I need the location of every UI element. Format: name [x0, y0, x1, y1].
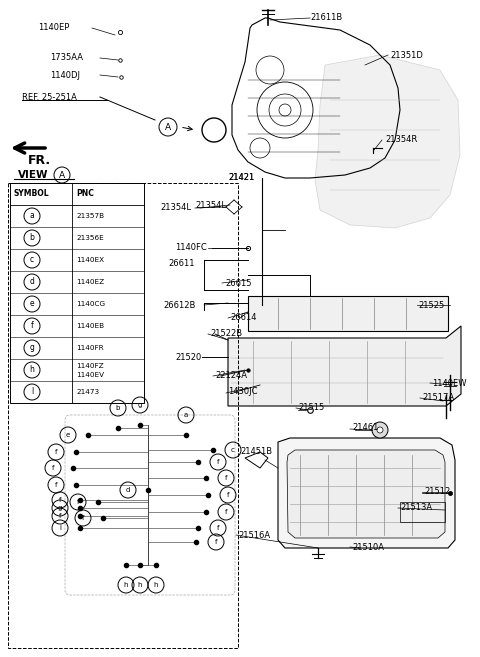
Text: h: h — [30, 365, 35, 374]
Polygon shape — [228, 326, 461, 406]
Text: f: f — [55, 482, 57, 488]
Text: REF. 25-251A: REF. 25-251A — [22, 93, 77, 101]
Text: f: f — [225, 475, 227, 481]
Text: c: c — [30, 256, 34, 265]
Text: f: f — [82, 515, 84, 521]
Text: f: f — [59, 497, 61, 503]
Circle shape — [377, 427, 383, 433]
Text: 1140FC: 1140FC — [175, 244, 207, 252]
Text: 22124A: 22124A — [215, 371, 247, 380]
Polygon shape — [278, 438, 455, 548]
Text: f: f — [217, 525, 219, 531]
Text: d: d — [126, 487, 130, 493]
Polygon shape — [315, 55, 460, 228]
Text: f: f — [77, 499, 79, 505]
Text: f: f — [225, 509, 227, 515]
Text: l: l — [31, 388, 33, 397]
Text: 1140EV: 1140EV — [76, 372, 104, 378]
Bar — [10, 183, 144, 403]
Text: 1140EZ: 1140EZ — [76, 279, 104, 285]
Text: 1140EW: 1140EW — [432, 378, 467, 388]
Text: h: h — [124, 582, 128, 588]
Text: 21516A: 21516A — [238, 530, 270, 539]
Text: a: a — [184, 412, 188, 418]
Text: 21513A: 21513A — [400, 503, 432, 512]
Text: 21357B: 21357B — [76, 213, 104, 219]
Text: 21510A: 21510A — [352, 543, 384, 551]
Text: 1140EB: 1140EB — [76, 323, 104, 329]
Text: FR.: FR. — [28, 154, 51, 166]
Text: 1140FR: 1140FR — [76, 345, 104, 351]
FancyBboxPatch shape — [248, 296, 448, 331]
Text: 1140EP: 1140EP — [38, 24, 70, 32]
Text: b: b — [116, 405, 120, 411]
Text: a: a — [30, 212, 35, 221]
Text: f: f — [227, 492, 229, 498]
Text: 1430JC: 1430JC — [228, 388, 257, 397]
Text: b: b — [30, 233, 35, 242]
Text: f: f — [55, 449, 57, 455]
Text: A: A — [59, 171, 65, 179]
Text: 1140EX: 1140EX — [76, 257, 104, 263]
Text: d: d — [30, 277, 35, 286]
Polygon shape — [287, 450, 445, 538]
Text: 21520: 21520 — [175, 353, 201, 361]
Text: 1140CG: 1140CG — [76, 301, 105, 307]
Circle shape — [372, 422, 388, 438]
Text: VIEW: VIEW — [18, 170, 48, 180]
Text: c: c — [231, 447, 235, 453]
Text: e: e — [30, 300, 34, 309]
Text: 21461: 21461 — [352, 424, 378, 432]
Text: h: h — [154, 582, 158, 588]
Text: f: f — [59, 513, 61, 519]
Text: 21515: 21515 — [298, 403, 324, 413]
Text: 26615: 26615 — [225, 279, 252, 288]
Text: 21451B: 21451B — [240, 447, 272, 457]
Text: 21421: 21421 — [228, 173, 254, 183]
Text: PNC: PNC — [76, 189, 94, 198]
Text: 21421: 21421 — [228, 173, 254, 183]
Text: 26614: 26614 — [230, 313, 256, 323]
Text: A: A — [165, 122, 171, 131]
Text: g: g — [138, 402, 142, 408]
Text: 21473: 21473 — [76, 389, 99, 395]
Text: 1140DJ: 1140DJ — [50, 70, 80, 79]
Text: h: h — [138, 582, 142, 588]
Text: f: f — [215, 539, 217, 545]
Text: 1140FZ: 1140FZ — [76, 363, 104, 369]
Text: f: f — [31, 321, 34, 330]
Text: g: g — [58, 505, 62, 511]
Text: 21525: 21525 — [418, 300, 444, 309]
Text: e: e — [66, 432, 70, 438]
Text: f: f — [52, 465, 54, 471]
Text: 26612B: 26612B — [163, 300, 195, 309]
Text: f: f — [217, 459, 219, 465]
Text: 21354R: 21354R — [385, 135, 417, 145]
Text: 26611: 26611 — [168, 260, 194, 269]
Text: 21517A: 21517A — [422, 394, 454, 403]
Text: SYMBOL: SYMBOL — [13, 189, 48, 198]
Text: 1735AA: 1735AA — [50, 53, 83, 62]
Bar — [8, 183, 238, 648]
Text: 21356E: 21356E — [76, 235, 104, 241]
Text: 21512: 21512 — [424, 487, 450, 497]
Text: g: g — [30, 344, 35, 353]
Text: 21351D: 21351D — [390, 51, 423, 60]
Text: l: l — [59, 525, 61, 531]
Text: 21611B: 21611B — [310, 14, 342, 22]
Text: 21522B: 21522B — [210, 330, 242, 338]
Text: 21354L: 21354L — [195, 200, 226, 210]
Text: 21354L: 21354L — [160, 204, 191, 212]
